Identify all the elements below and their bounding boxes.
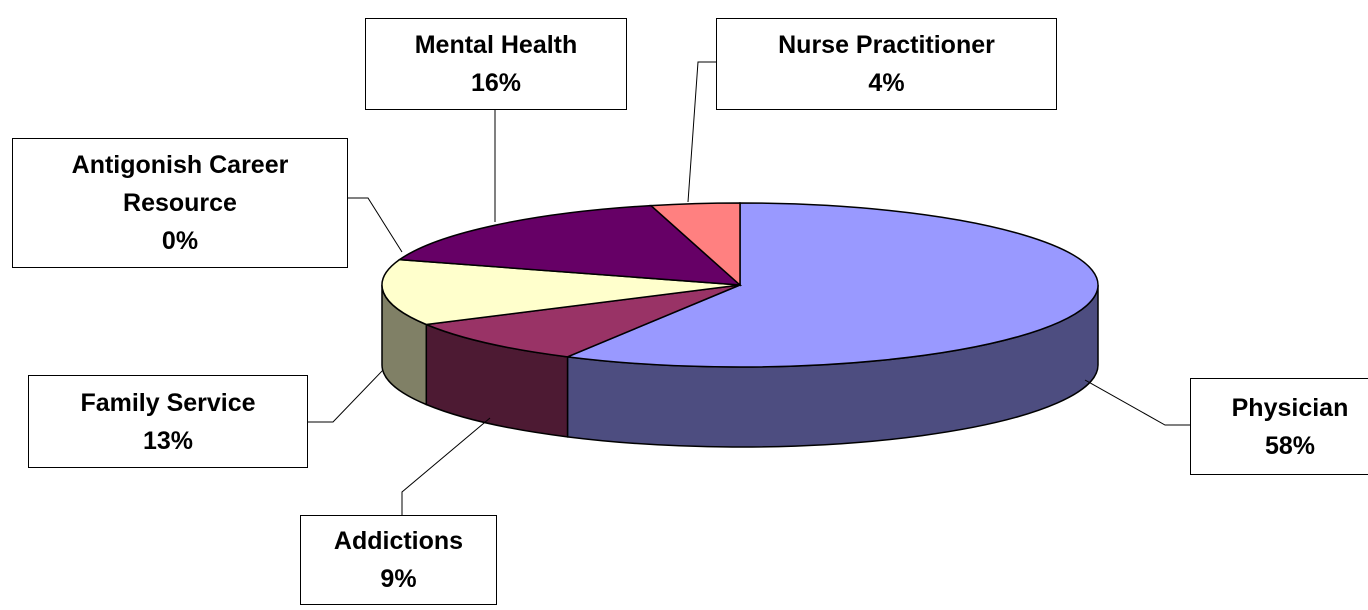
- slice: [381, 258, 741, 326]
- value-label: 58%: [1264, 431, 1316, 460]
- leader-line: [687, 61, 716, 203]
- data-label: Antigonish Career Resource 0%: [12, 138, 348, 268]
- value-label: 16%: [470, 69, 522, 97]
- data-label: Addictions 9%: [300, 515, 497, 605]
- slice: [564, 202, 1099, 368]
- leader-line: [308, 369, 384, 423]
- category-label: Mental Health: [414, 31, 578, 59]
- leader-line: [1084, 379, 1190, 426]
- value-label: 0%: [161, 227, 199, 255]
- value-label: 9%: [380, 565, 417, 593]
- category-label: Nurse Practitioner: [778, 31, 995, 59]
- slice: [397, 204, 743, 286]
- leader-line: [401, 417, 491, 515]
- data-label: Physician 58%: [1190, 378, 1368, 475]
- category-label: Antigonish Career Resource: [71, 151, 289, 217]
- value-label: 4%: [868, 69, 905, 97]
- data-label: Family Service 13%: [28, 375, 308, 468]
- category-label: Family Service: [80, 388, 256, 417]
- data-label: Nurse Practitioner 4%: [716, 18, 1057, 110]
- slice: [649, 202, 741, 287]
- leader-line: [348, 197, 403, 253]
- category-label: Addictions: [333, 527, 464, 555]
- category-label: Physician: [1231, 393, 1349, 422]
- data-label: Mental Health 16%: [365, 18, 627, 110]
- slice: [423, 284, 741, 358]
- value-label: 13%: [142, 426, 194, 455]
